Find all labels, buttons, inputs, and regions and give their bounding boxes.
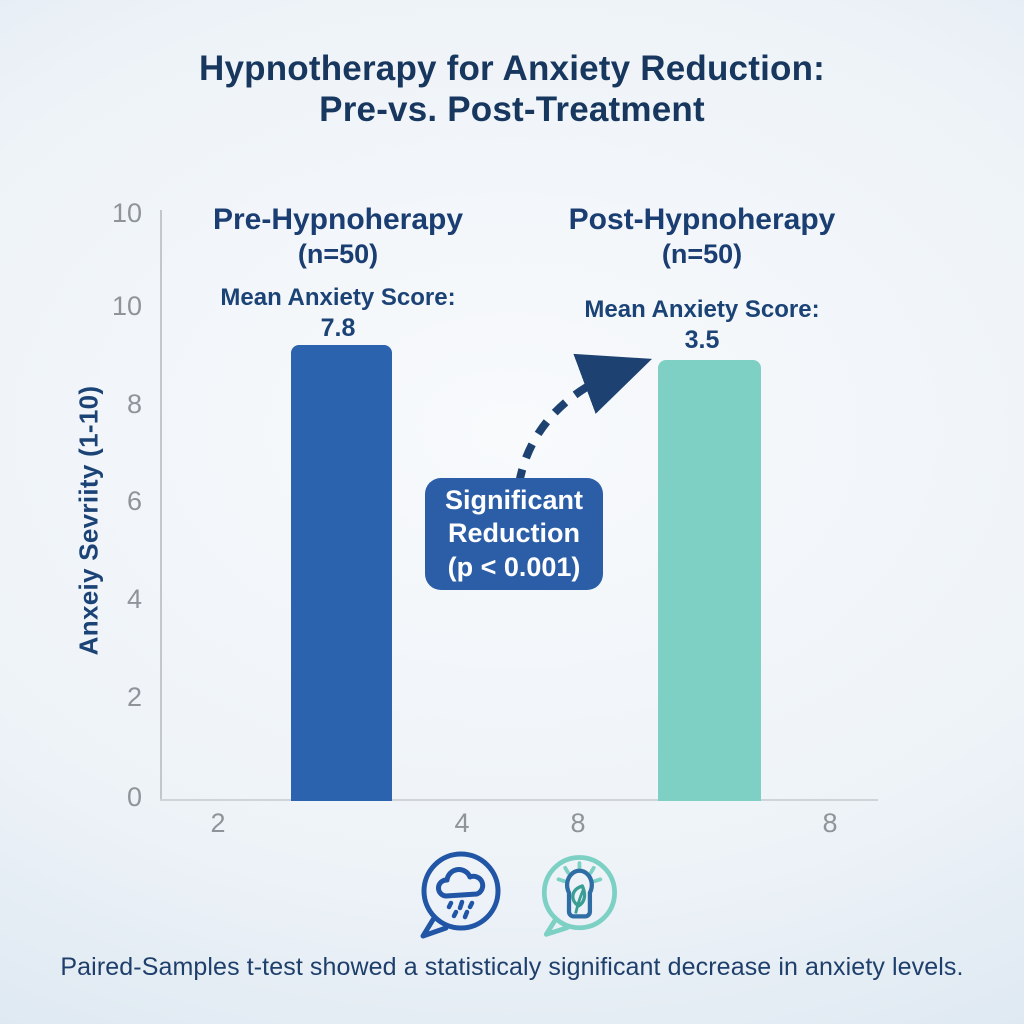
- x-tick-4: 4: [454, 808, 470, 838]
- y-tick-10a: 10: [111, 198, 142, 228]
- pre-treatment-bar: [291, 345, 392, 801]
- post-score-label: Mean Anxiety Score:: [584, 296, 820, 323]
- y-tick-4: 4: [126, 584, 142, 614]
- badge-line-3: (p < 0.001): [447, 551, 581, 582]
- pre-heading: Pre-Hypnoherapy: [212, 203, 464, 236]
- post-treatment-header: Post-Hypnoherapy (n=50) Mean Anxiety Sco…: [522, 203, 882, 355]
- badge-line-1: Significant: [444, 484, 583, 515]
- post-treatment-bar: [658, 360, 761, 801]
- page-title: Hypnotherapy for Anxiety Reduction: Pre-…: [0, 48, 1024, 131]
- title-line-2: Pre-vs. Post-Treatment: [319, 90, 705, 130]
- y-tick-2: 2: [126, 682, 142, 712]
- stats-caption: Paired-Samples t-test showed a statistic…: [60, 953, 964, 981]
- x-axis-line: [160, 799, 878, 801]
- y-axis-label: Anxeiy Sevriity (1-10): [73, 385, 104, 656]
- post-heading: Post-Hypnoherapy: [568, 203, 836, 236]
- y-tick-6: 6: [126, 486, 142, 516]
- post-sample-size: (n=50): [661, 239, 743, 269]
- pre-score-value: 7.8: [320, 314, 356, 342]
- pre-score-label: Mean Anxiety Score:: [220, 284, 456, 311]
- y-tick-10b: 10: [111, 291, 142, 321]
- pre-sample-size: (n=50): [297, 239, 379, 269]
- x-tick-8b: 8: [822, 808, 838, 838]
- post-score-value: 3.5: [684, 326, 720, 354]
- x-tick-2: 2: [210, 808, 226, 838]
- storm-cloud-speech-bubble-icon: [420, 851, 501, 939]
- y-tick-0: 0: [126, 782, 142, 812]
- y-tick-8: 8: [126, 389, 142, 419]
- pre-treatment-header: Pre-Hypnoherapy (n=50) Mean Anxiety Scor…: [158, 203, 518, 343]
- y-axis-line: [160, 210, 162, 800]
- title-line-1: Hypnotherapy for Anxiety Reduction:: [198, 49, 826, 88]
- x-tick-8a: 8: [570, 808, 586, 838]
- significance-badge: Significant Reduction (p < 0.001): [425, 478, 603, 590]
- badge-line-2: Reduction: [448, 518, 580, 549]
- leaf-lightbulb-speech-bubble-icon: [541, 855, 617, 937]
